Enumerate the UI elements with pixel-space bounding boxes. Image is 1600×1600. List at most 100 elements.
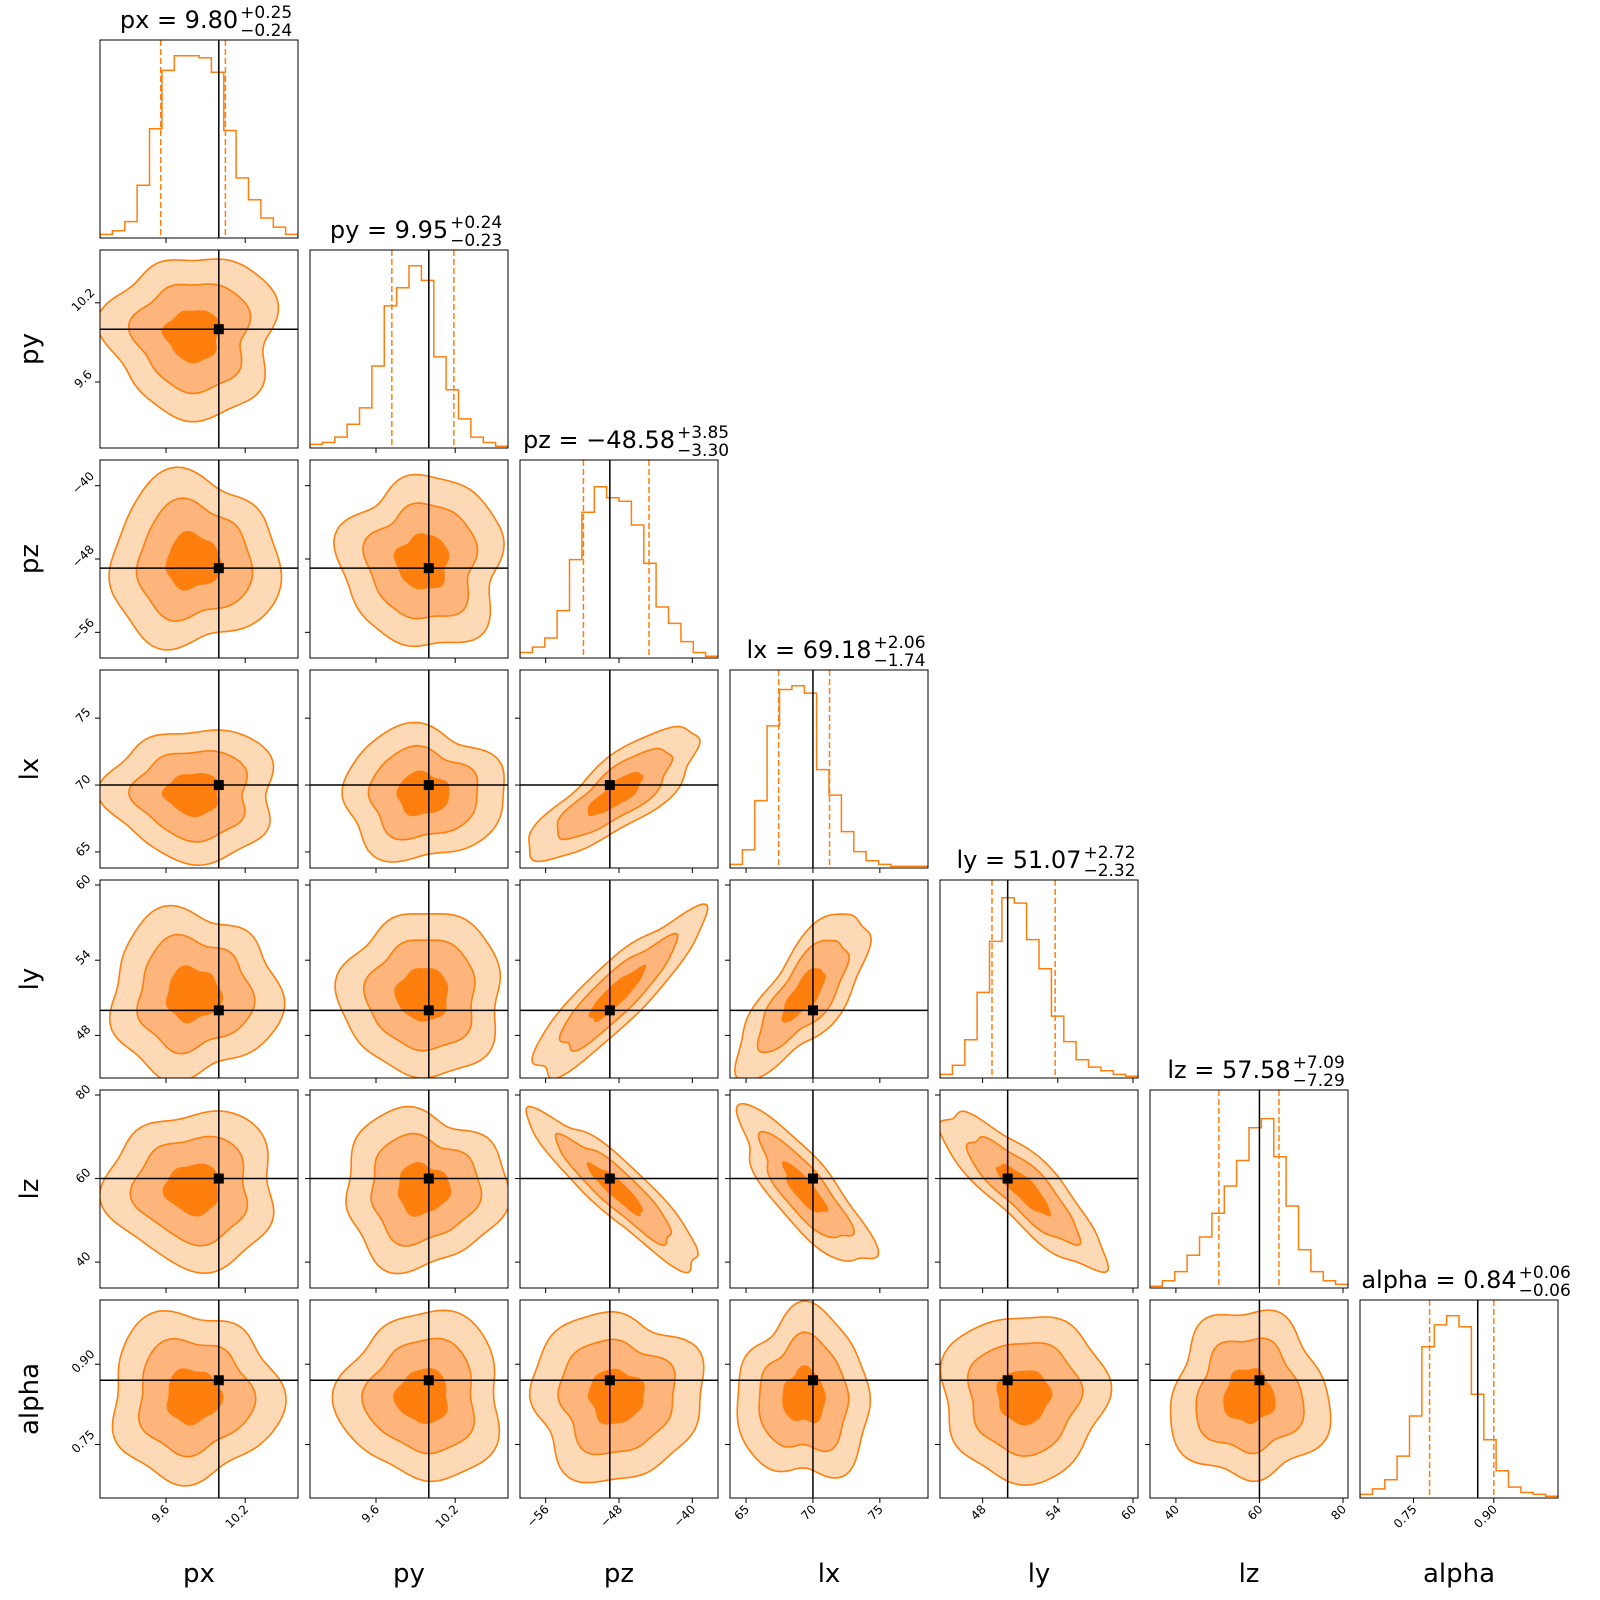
panel-frame bbox=[99, 1299, 299, 1499]
contour-panel-pz-vs-px: −56 −48 −40 bbox=[69, 459, 299, 663]
title-plus-pz: +3.85 bbox=[677, 423, 729, 443]
contour-level-3 bbox=[396, 770, 450, 817]
y-tick-label-ly: 48 bbox=[73, 1022, 94, 1043]
contour-level-3 bbox=[781, 968, 826, 1023]
hist-panel-alpha: alpha = 0.84 +0.06−0.06 0.75 0.90 bbox=[1359, 1263, 1571, 1531]
contour-level-3 bbox=[161, 310, 221, 364]
title-plus-alpha: +0.06 bbox=[1519, 1263, 1571, 1283]
y-tick-label-pz: −40 bbox=[69, 469, 97, 497]
y-tick-label-lz: 40 bbox=[73, 1249, 94, 1270]
panel-title-px: px = 9.80 +0.25−0.24 bbox=[120, 3, 292, 41]
truth-marker bbox=[1254, 1375, 1265, 1386]
contour-panel-lz-vs-lx bbox=[725, 1089, 929, 1293]
truth-marker bbox=[213, 1375, 224, 1386]
x-axis-label-lz: lz bbox=[1239, 1559, 1260, 1589]
y-axis-label-lx: lx bbox=[15, 758, 45, 781]
title-minus-py: −0.23 bbox=[450, 231, 502, 251]
contour-panel-alpha-vs-lz: 40 60 80 bbox=[1145, 1299, 1349, 1523]
contour-level-3 bbox=[394, 968, 449, 1022]
hist-panel-lx: lx = 69.18 +2.06−1.74 bbox=[729, 633, 929, 873]
histogram-px bbox=[100, 55, 298, 238]
svg-text:lz = 57.58: lz = 57.58 bbox=[1167, 1056, 1290, 1084]
contour-panel-lx-vs-px: 65 70 75 bbox=[73, 669, 299, 873]
x-axis-label-lx: lx bbox=[818, 1559, 841, 1589]
truth-marker bbox=[604, 1375, 615, 1386]
panel-frame bbox=[309, 1089, 509, 1289]
x-tick-label-py: 9.6 bbox=[359, 1502, 382, 1525]
y-tick-label-ly: 60 bbox=[73, 872, 94, 893]
truth-marker bbox=[604, 780, 615, 791]
histogram-pz bbox=[520, 486, 718, 658]
contour-panel-lz-vs-py bbox=[305, 1089, 509, 1293]
svg-text:lx = 69.18: lx = 69.18 bbox=[747, 636, 872, 664]
contour-level-3 bbox=[397, 1162, 452, 1217]
panel-title-lx: lx = 69.18 +2.06−1.74 bbox=[747, 633, 926, 671]
title-plus-py: +0.24 bbox=[450, 213, 502, 233]
svg-text:pz = −48.58: pz = −48.58 bbox=[523, 426, 675, 454]
svg-text:alpha = 0.84: alpha = 0.84 bbox=[1361, 1266, 1516, 1294]
contour-panel-lz-vs-px: 40 60 80 bbox=[73, 1082, 299, 1293]
hist-panel-py: py = 9.95 +0.24−0.23 bbox=[309, 213, 509, 453]
hist-panel-lz: lz = 57.58 +7.09−7.29 bbox=[1149, 1053, 1349, 1293]
histogram-py bbox=[310, 265, 508, 448]
panel-frame bbox=[1359, 1299, 1559, 1499]
panel-frame bbox=[309, 249, 509, 449]
y-axis-label-pz: pz bbox=[15, 544, 45, 574]
x-tick-label-ly: 54 bbox=[1043, 1502, 1064, 1523]
panel-title-alpha: alpha = 0.84 +0.06−0.06 bbox=[1361, 1263, 1570, 1301]
contour-panel-ly-vs-px: 48 54 60 bbox=[73, 872, 299, 1083]
truth-marker bbox=[213, 563, 224, 574]
title-minus-px: −0.24 bbox=[240, 21, 292, 41]
title-plus-lz: +7.09 bbox=[1293, 1053, 1345, 1073]
panel-frame bbox=[99, 879, 299, 1079]
x-tick-label-lz: 80 bbox=[1328, 1502, 1349, 1523]
contour-panel-ly-vs-pz bbox=[515, 879, 719, 1083]
x-axis-label-ly: ly bbox=[1028, 1559, 1051, 1589]
x-tick-label-lz: 40 bbox=[1161, 1502, 1182, 1523]
x-axis-label-py: py bbox=[393, 1559, 425, 1589]
x-tick-label-alpha: 0.90 bbox=[1471, 1502, 1500, 1531]
svg-text:ly = 51.07: ly = 51.07 bbox=[957, 846, 1082, 874]
histogram-lx bbox=[730, 685, 928, 868]
hist-panel-px: px = 9.80 +0.25−0.24 bbox=[99, 3, 299, 243]
truth-marker bbox=[1002, 1375, 1013, 1386]
panel-title-py: py = 9.95 +0.24−0.23 bbox=[330, 213, 502, 251]
truth-marker bbox=[213, 1173, 224, 1184]
y-tick-label-alpha: 0.90 bbox=[69, 1347, 98, 1376]
title-minus-pz: −3.30 bbox=[677, 441, 729, 461]
truth-marker bbox=[423, 1375, 434, 1386]
contour-panel-pz-vs-py bbox=[305, 459, 509, 663]
x-tick-label-lx: 65 bbox=[731, 1502, 752, 1523]
y-tick-label-pz: −56 bbox=[69, 616, 97, 644]
panel-title-lz: lz = 57.58 +7.09−7.29 bbox=[1167, 1053, 1344, 1091]
x-tick-label-pz: −56 bbox=[524, 1502, 552, 1530]
hist-panel-ly: ly = 51.07 +2.72−2.32 bbox=[939, 843, 1139, 1083]
contour-level-3 bbox=[161, 773, 220, 818]
contour-panel-lz-vs-pz bbox=[515, 1089, 719, 1293]
panel-frame bbox=[99, 1089, 299, 1289]
contour-panel-alpha-vs-py: 9.6 10.2 bbox=[305, 1299, 509, 1531]
panel-frame bbox=[939, 1089, 1139, 1289]
x-tick-label-lx: 75 bbox=[865, 1502, 886, 1523]
panel-frame bbox=[729, 1299, 929, 1499]
y-tick-label-lz: 80 bbox=[73, 1082, 94, 1103]
truth-marker bbox=[213, 1005, 224, 1016]
x-axis-label-alpha: alpha bbox=[1423, 1559, 1495, 1589]
truth-marker bbox=[807, 1005, 818, 1016]
svg-text:px = 9.80: px = 9.80 bbox=[120, 6, 238, 34]
panel-frame bbox=[99, 249, 299, 449]
x-axis-label-px: px bbox=[183, 1559, 215, 1589]
contour-level-3 bbox=[587, 771, 644, 816]
panel-frame bbox=[939, 879, 1139, 1079]
contour-panel-alpha-vs-lx: 65 70 75 bbox=[725, 1299, 929, 1523]
x-tick-label-ly: 60 bbox=[1118, 1502, 1139, 1523]
y-tick-label-py: 10.2 bbox=[69, 286, 98, 315]
panel-frame bbox=[1149, 1299, 1349, 1499]
title-minus-ly: −2.32 bbox=[1083, 861, 1135, 881]
truth-marker bbox=[423, 563, 434, 574]
y-tick-label-ly: 54 bbox=[73, 947, 94, 968]
x-axis-label-pz: pz bbox=[604, 1559, 634, 1589]
histogram-alpha bbox=[1360, 1315, 1558, 1498]
histogram-ly bbox=[940, 896, 1138, 1078]
